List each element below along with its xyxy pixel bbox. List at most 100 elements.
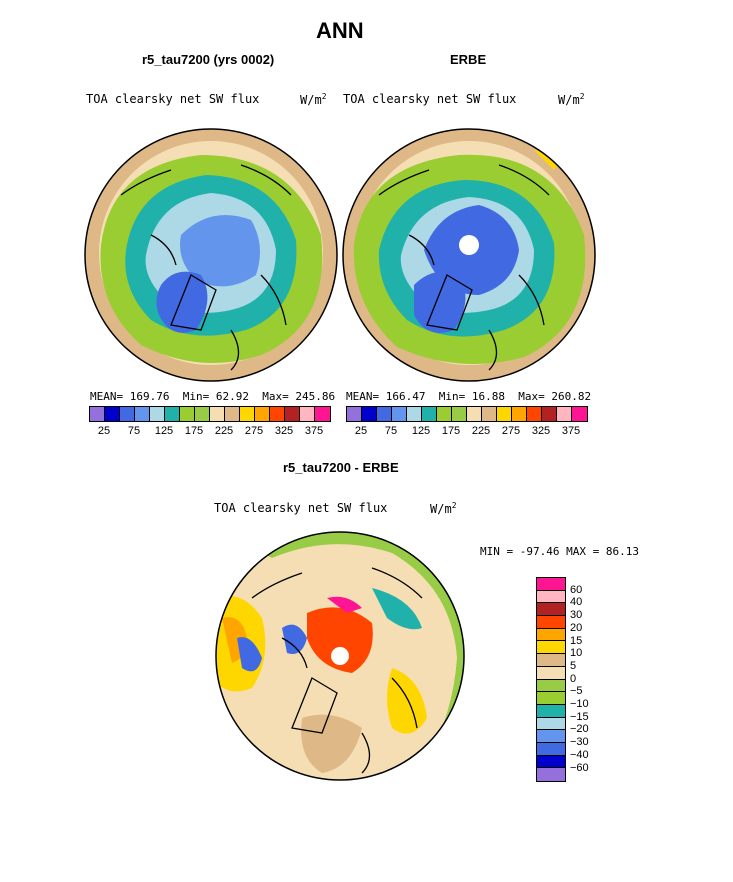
colorbar-swatch <box>537 603 565 617</box>
colorbar-tick-label: 75 <box>384 425 398 437</box>
colorbar-swatch <box>255 407 270 421</box>
min-value: 62.92 <box>215 390 249 403</box>
colorbar-swatch <box>537 666 565 680</box>
colorbar-swatch <box>537 692 565 705</box>
colorbar-tick-label: 275 <box>244 425 264 437</box>
colorbar-tick-label: −40 <box>570 748 589 761</box>
colorbar-swatch <box>240 407 255 421</box>
units-label-obs: W/m2 <box>558 92 585 107</box>
map-border <box>342 128 596 382</box>
colorbar-swatch <box>377 407 392 421</box>
colorbar-swatch <box>537 755 565 769</box>
colorbar-swatch <box>467 407 482 421</box>
diff-blue-left <box>237 637 262 672</box>
units-text: W/m <box>300 93 322 107</box>
coastlines <box>378 164 550 371</box>
colorbar-swatch <box>537 704 565 718</box>
colorbar-model <box>89 406 331 422</box>
colorbar-swatch <box>120 407 135 421</box>
colorbar-swatch <box>527 407 542 421</box>
field-label-diff: TOA clearsky net SW flux <box>214 501 388 515</box>
colorbar-swatch <box>482 407 497 421</box>
colorbar-swatch <box>537 654 565 667</box>
units-text: W/m <box>430 502 452 516</box>
panel-title-diff: r5_tau7200 - ERBE <box>283 460 399 475</box>
colorbar-swatch <box>497 407 512 421</box>
mean-value: 169.76 <box>129 390 170 403</box>
colorbar-swatch <box>347 407 362 421</box>
colorbar-swatch <box>362 407 377 421</box>
min-value: -97.46 <box>519 545 560 558</box>
colorbar-tick-label: −10 <box>570 698 589 710</box>
field-label-model: TOA clearsky net SW flux <box>86 92 260 106</box>
colorbar-swatch <box>537 768 565 781</box>
colorbar-swatch <box>392 407 407 421</box>
diff-teal-band <box>372 588 422 630</box>
min-label: Min= <box>438 390 466 403</box>
mean-label: MEAN= <box>346 390 380 403</box>
polar-map-model <box>84 128 338 382</box>
colorbar-swatch <box>512 407 527 421</box>
colorbar-swatch <box>270 407 285 421</box>
panel-title-obs: ERBE <box>450 52 487 67</box>
main-title: ANN <box>316 18 364 43</box>
colorbar-tick-label: 175 <box>441 425 461 437</box>
colorbar-tick-label: 0 <box>570 672 577 685</box>
min-label: MIN = <box>480 545 514 558</box>
units-sup: 2 <box>451 501 457 510</box>
greenland-blue <box>414 271 466 333</box>
mean-label: MEAN= <box>90 390 124 403</box>
colorbar-tick-label: 325 <box>274 425 294 437</box>
colorbar-swatch <box>537 578 565 591</box>
colorbar-swatch <box>165 407 180 421</box>
colorbar-tick-label: −20 <box>570 723 589 736</box>
min-label: Min= <box>182 390 210 403</box>
colorbar-tick-label: 125 <box>154 425 174 437</box>
colorbar-swatch <box>135 407 150 421</box>
colorbar-tick-label: 20 <box>570 621 583 634</box>
field-label-obs: TOA clearsky net SW flux <box>343 92 517 106</box>
colorbar-swatch <box>210 407 225 421</box>
band-cornflower <box>180 215 260 287</box>
max-label: MAX = <box>566 545 600 558</box>
pole-hole <box>331 647 349 665</box>
units-text: W/m <box>558 93 580 107</box>
map-border <box>215 531 465 781</box>
units-label-model: W/m2 <box>300 92 327 107</box>
colorbar-tick-label: 175 <box>184 425 204 437</box>
colorbar-tick-label: 225 <box>471 425 491 437</box>
coastlines <box>251 567 423 774</box>
colorbar-swatch <box>422 407 437 421</box>
stats-obs: MEAN= 166.47 Min= 16.88 Max= 260.82 <box>346 390 591 403</box>
colorbar-swatch <box>225 407 240 421</box>
colorbar-diff <box>536 577 566 782</box>
mean-value: 166.47 <box>385 390 426 403</box>
max-value: 245.86 <box>295 390 336 403</box>
colorbar-swatch <box>407 407 422 421</box>
colorbar-tick-label: 225 <box>214 425 234 437</box>
colorbar-obs <box>346 406 588 422</box>
colorbar-swatch <box>90 407 105 421</box>
colorbar-tick-label: 375 <box>561 425 581 437</box>
diff-pink-top <box>327 596 362 613</box>
colorbar-swatch <box>180 407 195 421</box>
colorbar-swatch <box>537 742 565 756</box>
greenland-blue <box>156 271 208 333</box>
colorbar-tick-label: −30 <box>570 736 589 749</box>
colorbar-swatch <box>537 641 565 655</box>
colorbar-tick-label: 30 <box>570 609 583 622</box>
max-value: 86.13 <box>605 545 639 558</box>
colorbar-swatch <box>285 407 300 421</box>
colorbar-swatch <box>105 407 120 421</box>
colorbar-swatch <box>557 407 572 421</box>
map-border <box>84 128 338 382</box>
colorbar-tick-label: 5 <box>570 659 577 672</box>
colorbar-tick-label: 75 <box>127 425 141 437</box>
colorbar-swatch <box>542 407 557 421</box>
colorbar-tick-label: −15 <box>570 710 589 723</box>
colorbar-tick-label: 125 <box>411 425 431 437</box>
colorbar-tick-label: 10 <box>570 647 583 660</box>
units-sup: 2 <box>579 92 585 101</box>
pole-hole <box>459 235 479 255</box>
colorbar-swatch <box>537 590 565 604</box>
